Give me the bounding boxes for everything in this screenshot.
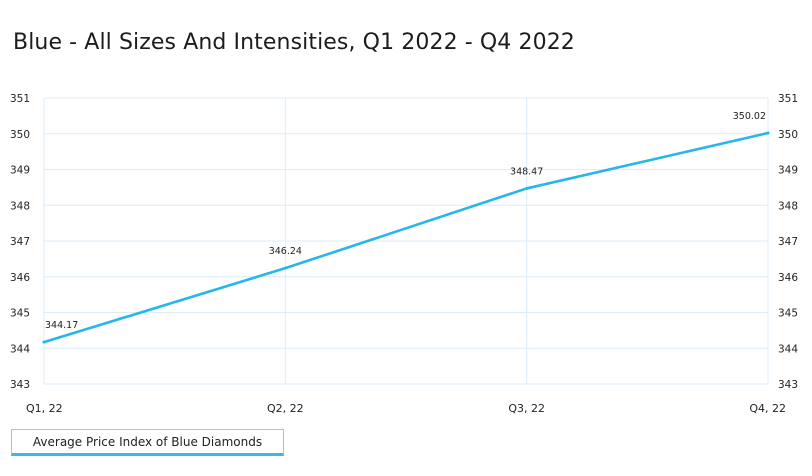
data-point[interactable]	[525, 186, 529, 190]
x-tick-label: Q3, 22	[508, 402, 545, 415]
y-tick-label-right: 349	[778, 165, 798, 177]
y-tick-label-right: 348	[778, 200, 798, 212]
y-tick-label-right: 345	[778, 308, 798, 320]
legend-item[interactable]: Average Price Index of Blue Diamonds	[11, 429, 284, 456]
y-tick-label-left: 351	[10, 93, 30, 105]
y-tick-label-left: 344	[10, 343, 30, 355]
y-tick-label-left: 345	[10, 308, 30, 320]
legend-label: Average Price Index of Blue Diamonds	[32, 434, 263, 449]
y-tick-label-left: 349	[10, 165, 30, 177]
y-tick-label-left: 346	[10, 272, 30, 284]
y-tick-label-right: 344	[778, 343, 798, 355]
x-tick-label: Q2, 22	[267, 402, 304, 415]
data-point[interactable]	[42, 340, 46, 344]
y-tick-label-left: 348	[10, 200, 30, 212]
y-tick-label-left: 347	[10, 236, 30, 248]
y-tick-label-left: 350	[10, 129, 30, 141]
y-tick-label-right: 347	[778, 236, 798, 248]
data-label: 350.02	[733, 111, 766, 122]
data-point[interactable]	[283, 266, 287, 270]
data-label: 346.24	[269, 246, 302, 257]
data-label: 344.17	[45, 320, 78, 331]
y-tick-label-right: 350	[778, 129, 798, 141]
y-tick-label-right: 351	[778, 93, 798, 105]
y-tick-label-right: 343	[778, 379, 798, 391]
data-label: 348.47	[510, 166, 543, 177]
series-line	[42, 131, 770, 344]
line-chart: 343 343 344 344 345 345 346 346 347 347 348 348 349 3…	[10, 93, 798, 415]
x-tick-label: Q4, 22	[749, 402, 786, 415]
data-point[interactable]	[766, 131, 770, 135]
x-tick-label: Q1, 22	[26, 402, 63, 415]
y-tick-label-left: 343	[10, 379, 30, 391]
y-tick-label-right: 346	[778, 272, 798, 284]
chart-title: Blue - All Sizes And Intensities, Q1 202…	[13, 30, 575, 55]
